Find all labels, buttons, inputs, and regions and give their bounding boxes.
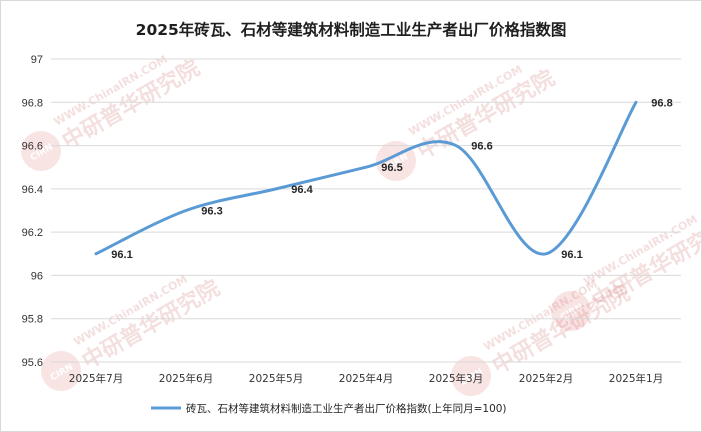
watermark-logo [21, 131, 61, 171]
data-label: 96.5 [381, 162, 402, 174]
data-label: 96.4 [291, 184, 313, 196]
y-tick-label: 96.6 [22, 141, 43, 153]
x-tick-label: 2025年1月 [609, 372, 663, 385]
x-tick-label: 2025年5月 [249, 372, 303, 385]
x-tick-label: 2025年2月 [519, 372, 573, 385]
y-tick-label: 96.2 [22, 227, 43, 239]
chart-title: 2025年砖瓦、石材等建筑材料制造工业生产者出厂价格指数图 [136, 20, 567, 39]
data-label: 96.3 [201, 206, 222, 218]
y-tick-label: 95.8 [22, 314, 43, 326]
watermark-layer: CIRNWWW.ChinaIRN.COM中研普华研究院CIRNWWW.China… [21, 53, 701, 396]
x-tick-label: 2025年4月 [339, 372, 393, 385]
data-label: 96.6 [471, 141, 492, 153]
legend: 砖瓦、石材等建筑材料制造工业生产者出厂价格指数(上年同月=100) [151, 402, 507, 415]
watermark-logo [551, 291, 591, 331]
data-label: 96.8 [651, 97, 672, 109]
y-tick-label: 97 [31, 54, 43, 66]
y-tick-label: 95.6 [22, 357, 43, 369]
legend-label: 砖瓦、石材等建筑材料制造工业生产者出厂价格指数(上年同月=100) [186, 402, 507, 415]
data-label: 96.1 [111, 249, 132, 261]
watermark-logo [451, 356, 491, 396]
x-tick-label: 2025年6月 [159, 372, 213, 385]
y-tick-label: 96.4 [22, 184, 43, 196]
y-tick-label: 96 [31, 270, 43, 282]
x-tick-label: 2025年3月 [429, 372, 483, 385]
y-tick-label: 96.8 [22, 97, 43, 109]
data-label: 96.1 [561, 249, 582, 261]
series-line [94, 100, 638, 256]
x-tick-label: 2025年7月 [69, 372, 123, 385]
watermark-logo [41, 351, 81, 391]
